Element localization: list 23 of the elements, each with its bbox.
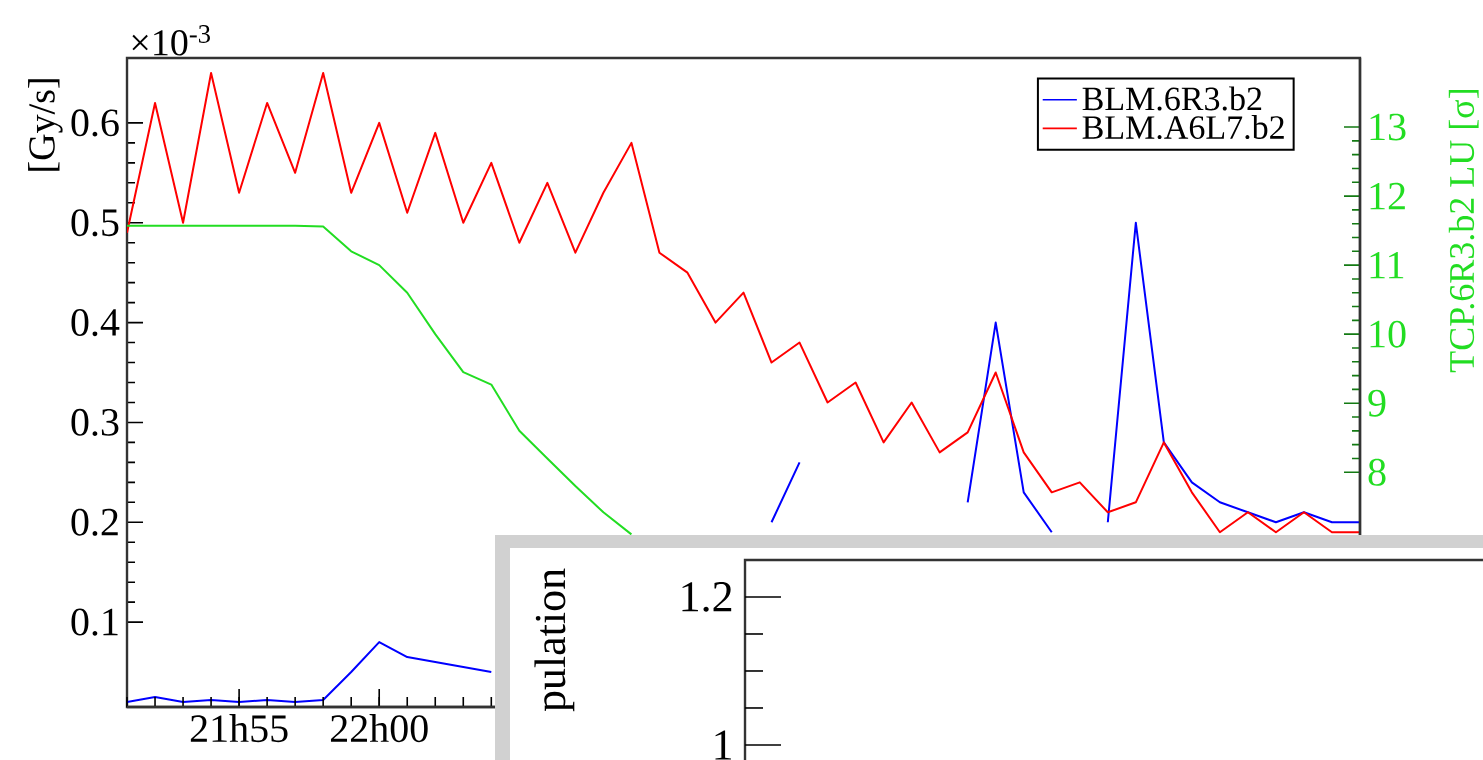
text: ×10$^{-3}$	[132, 25, 210, 56]
x-tick-label: 22h00	[330, 714, 428, 743]
y-tick-label: 0.3	[71, 408, 119, 437]
y-tick-label: 0.4	[71, 309, 120, 337]
text: pulation	[534, 568, 575, 712]
x-tick-label: 21h55	[190, 714, 288, 743]
text: 1	[715, 730, 731, 760]
legend-label: BLM.6R3.b2	[1082, 86, 1262, 111]
y-tick-label: 0.1	[71, 608, 118, 636]
y-tick-label: 0.6	[71, 109, 119, 137]
y2-tick-label: 8	[1368, 458, 1386, 486]
y2-tick-label: 9	[1368, 389, 1386, 417]
annotation: 1.2	[682, 582, 732, 612]
line-series	[127, 71, 1360, 534]
legend-label: BLM.A6L7.b2	[1082, 115, 1284, 140]
y2-tick-label: 12	[1370, 182, 1405, 210]
y-tick-label: 0.5	[71, 209, 119, 237]
y2-tick-label: 11	[1370, 251, 1404, 279]
y2-tick-label: 10	[1370, 320, 1406, 348]
y-tick-label: 0.2	[71, 508, 118, 536]
y-axis-title: [Gy/s]	[28, 79, 63, 171]
y2-axis-title: TCP.6R3.b2 LU [σ]	[1448, 90, 1479, 373]
y2-tick-label: 13	[1370, 113, 1406, 141]
